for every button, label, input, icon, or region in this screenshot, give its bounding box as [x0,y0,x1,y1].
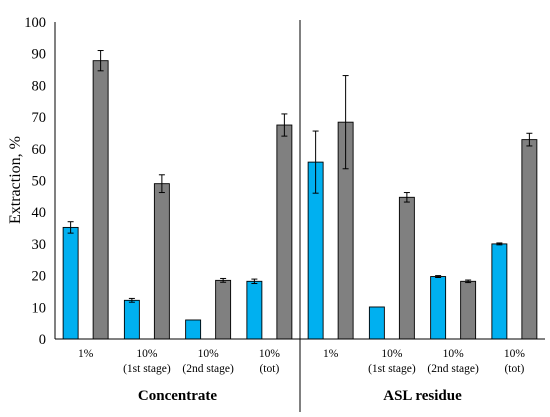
bar [215,279,232,340]
category-label: 10% [136,348,158,360]
category-label: 10% [198,348,220,360]
bar [92,60,109,340]
category-label: (1st stage) [123,363,171,375]
y-tick-label: 90 [32,47,47,63]
y-axis-ticks: 0 10 20 30 40 50 60 70 80 90 100 [24,15,46,348]
y-axis-label: Extraction, % [7,136,24,224]
group-labels: Concentrate ASL residue [138,388,462,404]
category-label: (tot) [504,363,524,375]
category-label: (tot) [259,363,279,375]
bar [430,276,447,340]
category-label: (2nd stage) [182,363,234,375]
error-bars [67,50,533,303]
bar [246,280,263,340]
category-labels: 1% 10% (1st stage) 10% (2nd stage) 10% (tot) 1%… [78,348,525,375]
category-label: (2nd stage) [427,363,479,375]
y-tick-label: 40 [32,205,47,221]
bar [368,306,385,340]
category-label: 10% [259,348,281,360]
bar [398,196,415,340]
category-label: 1% [78,348,94,360]
y-tick-label: 0 [39,332,46,348]
y-tick-label: 50 [32,174,47,190]
category-label: 10% [504,348,526,360]
bar [521,139,538,340]
bar [153,183,170,340]
y-tick-label: 70 [32,110,47,126]
y-tick-label: 100 [24,15,46,31]
y-tick-label: 20 [32,269,47,285]
bar [460,280,477,340]
category-label: 1% [323,348,339,360]
y-tick-label: 80 [32,78,47,94]
bar [62,226,79,340]
group-label: ASL residue [383,388,462,404]
bar [491,243,508,340]
bars [62,60,538,340]
axes [54,20,545,412]
category-label: 10% [381,348,403,360]
group-label: Concentrate [138,388,217,404]
category-label: 10% [443,348,465,360]
bar [123,299,140,340]
bar [185,319,202,340]
y-tick-label: 30 [32,237,47,253]
bar [276,124,293,340]
y-tick-label: 10 [32,300,47,316]
y-tick-label: 60 [32,142,47,158]
category-label: (1st stage) [368,363,416,375]
